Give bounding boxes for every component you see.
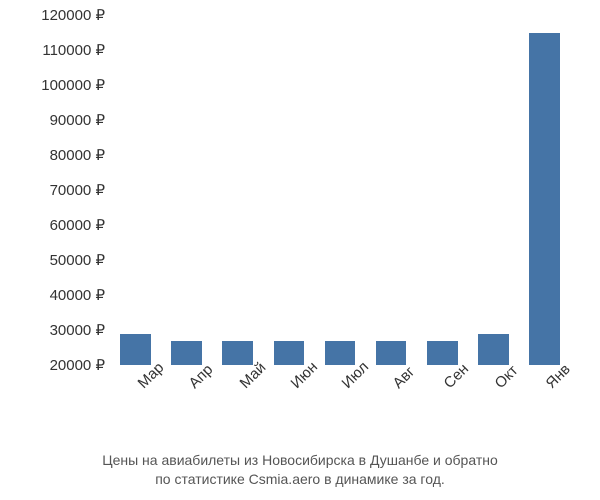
caption-line-1: Цены на авиабилеты из Новосибирска в Душ… <box>102 452 498 468</box>
plot-area <box>110 15 570 365</box>
y-tick-label: 70000 ₽ <box>50 181 105 199</box>
price-chart: 20000 ₽ 30000 ₽ 40000 ₽ 50000 ₽ 60000 ₽ 70000… <box>20 10 580 450</box>
bar <box>376 341 407 366</box>
bar <box>274 341 305 366</box>
y-tick-label: 100000 ₽ <box>41 76 105 94</box>
y-tick-label: 110000 ₽ <box>42 41 105 59</box>
y-tick-label: 60000 ₽ <box>50 216 105 234</box>
y-tick-label: 120000 ₽ <box>41 6 105 24</box>
bar <box>325 341 356 366</box>
y-tick-label: 80000 ₽ <box>50 146 105 164</box>
y-tick-label: 20000 ₽ <box>50 356 105 374</box>
bars-group <box>110 15 570 365</box>
chart-caption: Цены на авиабилеты из Новосибирска в Душ… <box>0 451 600 490</box>
bar <box>478 334 509 366</box>
caption-line-2: по статистике Csmia.aero в динамике за г… <box>155 471 445 487</box>
bar <box>120 334 151 366</box>
y-axis: 20000 ₽30000 ₽40000 ₽50000 ₽60000 ₽70000… <box>20 15 105 365</box>
bar <box>171 341 202 366</box>
y-tick-label: 50000 ₽ <box>50 251 105 269</box>
x-tick-label: Янв <box>543 380 585 422</box>
x-axis: МарАпрМайИюнИюлАвгСенОктЯнв <box>110 370 570 430</box>
y-tick-label: 30000 ₽ <box>50 321 105 339</box>
y-tick-label: 90000 ₽ <box>50 111 105 129</box>
y-tick-label: 40000 ₽ <box>50 286 105 304</box>
bar <box>529 33 560 366</box>
bar <box>222 341 253 366</box>
bar <box>427 341 458 366</box>
